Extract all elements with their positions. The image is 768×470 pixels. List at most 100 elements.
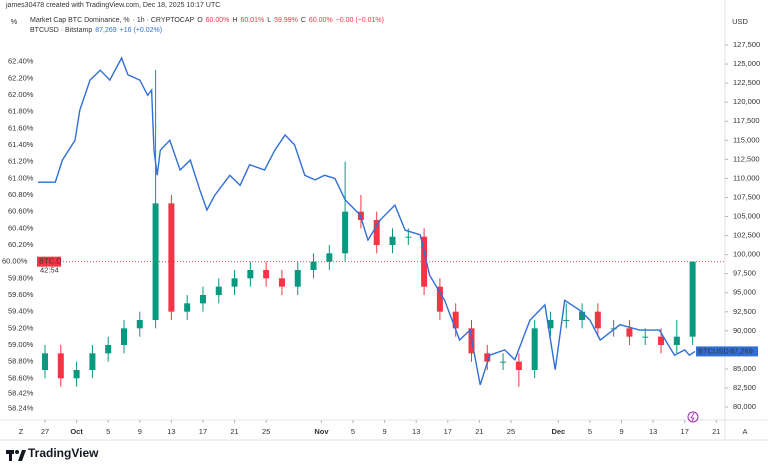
candle-body — [199, 295, 206, 304]
y2-tick-label: 102,500 — [733, 231, 760, 240]
candle-body — [594, 311, 601, 329]
candle-body — [579, 311, 586, 320]
y2-tick-label: 85,000 — [733, 364, 756, 373]
legend-value: 60.00% — [205, 17, 230, 24]
candle-body — [294, 270, 301, 287]
candle-body — [231, 278, 238, 287]
candle-body — [389, 236, 396, 245]
legend-key: L — [267, 17, 272, 24]
legend-value: 59.99% — [274, 17, 298, 24]
y2-tick-label: 107,500 — [733, 192, 760, 201]
last-label: 87,269 — [730, 346, 753, 355]
candle-body — [263, 270, 270, 279]
y-tick-label: 60.20% — [8, 240, 34, 249]
y-tick-label: 59.20% — [8, 323, 34, 332]
y-tick-label: 60.40% — [8, 223, 34, 232]
legend-row: BTCUSD · Bitstamp 87,269 +16 (+0.02%) — [30, 27, 162, 34]
y-tick-label: 62.00% — [8, 90, 34, 99]
legend-value: 60.01% — [240, 17, 265, 24]
legend-value: 87,269 — [95, 27, 117, 34]
y2-tick-label: 127,500 — [733, 40, 760, 49]
candle-body — [658, 336, 665, 345]
y-tick-label: 58.24% — [8, 403, 34, 412]
candle-body — [310, 261, 317, 270]
candle-body — [57, 353, 64, 379]
y-tick-label: 58.80% — [8, 357, 34, 366]
x-tick-label: 9 — [619, 427, 623, 436]
last-label: 60.00% — [2, 257, 28, 266]
candle-body — [168, 203, 175, 312]
y-tick-label: 61.60% — [8, 123, 34, 132]
legend-key: H — [232, 17, 238, 24]
legend-change: −0.00 (−0.01%) — [335, 17, 384, 24]
x-tick-label: Nov — [314, 427, 329, 436]
left-unit: % — [11, 17, 18, 26]
x-tick-label: Oct — [70, 427, 83, 436]
y2-tick-label: 90,000 — [733, 326, 756, 335]
legend-key: C — [300, 17, 306, 24]
y-tick-label: 61.20% — [8, 157, 34, 166]
y2-tick-label: 110,000 — [733, 173, 760, 182]
y2-tick-label: 95,000 — [733, 288, 756, 297]
x-tick-label: 27 — [41, 427, 49, 436]
x-tick-label: Dec — [551, 427, 565, 436]
legend-change: +16 (+0.02%) — [119, 27, 163, 34]
y2-tick-label: 112,500 — [733, 154, 760, 163]
candle-body — [563, 320, 570, 321]
candle-body — [120, 328, 127, 345]
candle-body — [673, 336, 680, 345]
event-icon[interactable] — [687, 411, 699, 423]
y2-tick-label: 80,000 — [733, 402, 756, 411]
x-tick-label: 21 — [230, 427, 238, 436]
y-tick-label: 62.20% — [8, 73, 34, 82]
candle-body — [436, 286, 443, 312]
brand-logo — [6, 450, 26, 461]
y2-tick-label: 92,500 — [733, 307, 756, 316]
legend-row: Market Cap BTC Dominance, % · 1h · CRYPT… — [30, 17, 384, 24]
y2-tick-label: 117,500 — [733, 116, 760, 125]
x-tick-label: 13 — [167, 427, 175, 436]
x-tick-label: 21 — [712, 427, 720, 436]
x-tick-label: 13 — [649, 427, 657, 436]
legend-name: BTCUSD · Bitstamp — [30, 27, 93, 34]
candle-body — [515, 361, 522, 370]
last-label-box — [696, 346, 725, 357]
y2-tick-label: 82,500 — [733, 383, 756, 392]
x-tick-label: 25 — [262, 427, 270, 436]
x-tick-label: 5 — [106, 427, 110, 436]
credit: james30478 created with TradingView.com,… — [6, 2, 221, 9]
candle-body — [42, 353, 49, 370]
x-tick-label: 9 — [138, 427, 142, 436]
candle-body — [405, 236, 412, 238]
last-label-box — [725, 346, 758, 357]
legend-suffix: · 1h · CRYPTOCAP — [132, 17, 195, 24]
x-tick-label: 17 — [444, 427, 452, 436]
candle-body — [452, 311, 459, 329]
axis-corner: Z — [19, 427, 24, 436]
candle-body — [326, 253, 333, 262]
legend-key: O — [197, 17, 203, 24]
candle-body — [642, 336, 649, 338]
candle-body — [184, 303, 191, 312]
candle-body — [73, 370, 80, 379]
brand: TradingView — [28, 446, 99, 460]
candle-body — [421, 236, 428, 287]
right-unit: USD — [732, 17, 748, 26]
x-tick-label: 21 — [475, 427, 483, 436]
y-tick-label: 58.42% — [8, 388, 34, 397]
axis-corner: A — [742, 427, 747, 436]
x-tick-label: 9 — [383, 427, 387, 436]
y2-tick-label: 115,000 — [733, 135, 760, 144]
y-tick-label: 59.80% — [8, 273, 34, 282]
last-label-symbol: BTC.D — [39, 257, 62, 266]
candle-body — [136, 320, 143, 329]
y-tick-label: 59.00% — [8, 340, 34, 349]
candle-body — [247, 270, 254, 279]
candle-body — [689, 261, 696, 337]
x-tick-label: 5 — [588, 427, 592, 436]
event-icon-bolt — [690, 412, 695, 422]
y2-tick-label: 122,500 — [733, 78, 760, 87]
candle-body — [152, 203, 159, 320]
x-tick-label: 5 — [351, 427, 355, 436]
y2-tick-label: 100,000 — [733, 250, 760, 259]
